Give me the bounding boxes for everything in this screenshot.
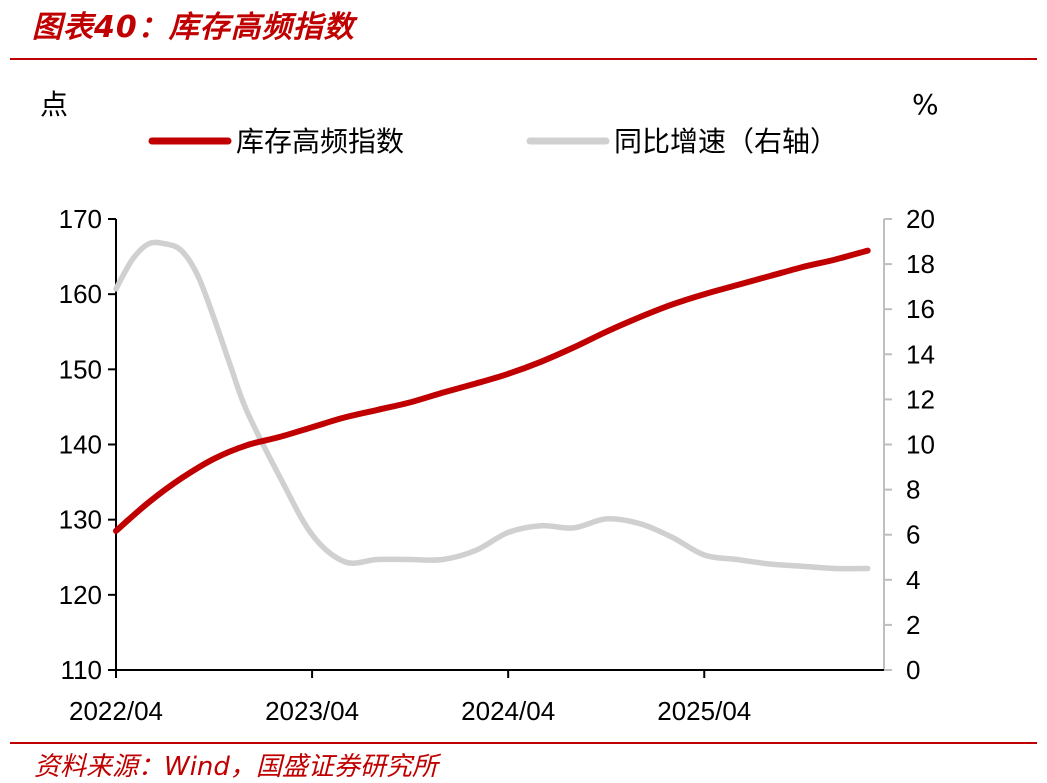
chart-title: 图表40：库存高频指数 xyxy=(32,10,355,45)
left-tick-label: 130 xyxy=(59,505,102,535)
right-tick-label: 12 xyxy=(906,384,935,414)
series-line-inventory xyxy=(113,247,871,534)
right-tick-label: 4 xyxy=(906,565,920,595)
right-tick-label: 2 xyxy=(906,610,920,640)
right-tick-label: 0 xyxy=(906,655,920,685)
x-tick-label: 2023/04 xyxy=(265,696,359,726)
right-tick-label: 8 xyxy=(906,475,920,505)
right-tick-label: 6 xyxy=(906,520,920,550)
left-tick-label: 110 xyxy=(61,655,102,685)
source-note: 资料来源：Wind，国盛证券研究所 xyxy=(34,752,438,782)
right-tick-label: 10 xyxy=(906,430,935,460)
x-tick-label: 2022/04 xyxy=(69,696,163,726)
right-tick-label: 14 xyxy=(906,339,935,369)
legend-label-yoy: 同比增速（右轴） xyxy=(614,125,838,158)
left-tick-label: 170 xyxy=(59,204,102,234)
left-tick-label: 150 xyxy=(59,354,102,384)
left-tick-label: 120 xyxy=(59,580,102,610)
right-tick-label: 20 xyxy=(906,204,935,234)
legend-label-inventory: 库存高频指数 xyxy=(236,125,404,158)
legend: 库存高频指数 同比增速（右轴） xyxy=(148,125,838,158)
left-tick-label: 160 xyxy=(59,279,102,309)
left-unit-label: 点 xyxy=(40,88,68,121)
x-tick-label: 2025/04 xyxy=(657,696,751,726)
header-rule xyxy=(10,58,1037,60)
x-tick-label: 2024/04 xyxy=(461,696,555,726)
series-line-yoy xyxy=(113,239,871,572)
footer-rule xyxy=(10,742,1037,744)
right-unit-label: % xyxy=(912,88,939,121)
right-tick-label: 16 xyxy=(906,294,935,324)
right-tick-label: 18 xyxy=(906,249,935,279)
left-tick-label: 140 xyxy=(59,430,102,460)
